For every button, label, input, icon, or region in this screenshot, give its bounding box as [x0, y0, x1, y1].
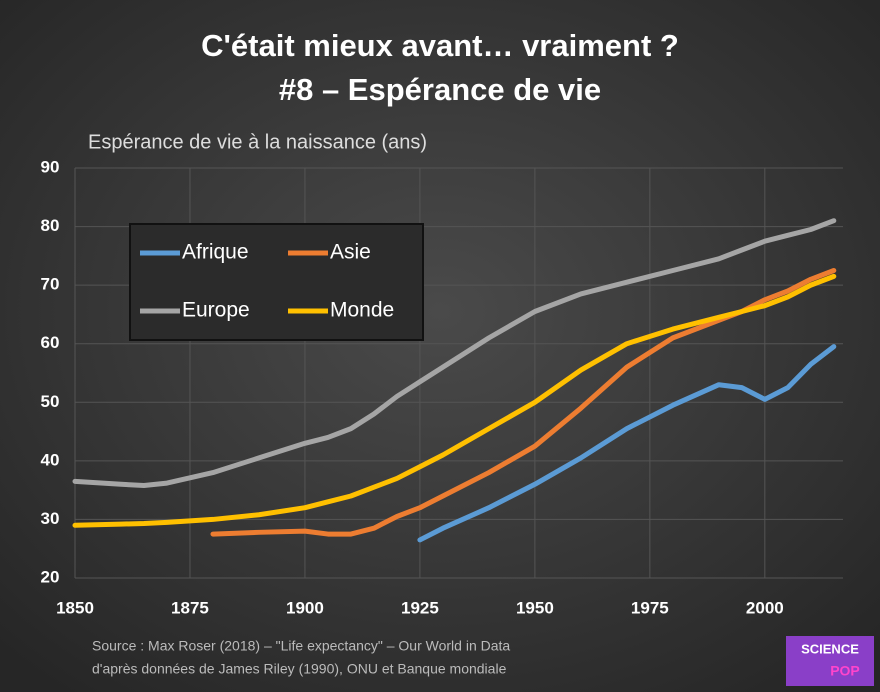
series-line: [210, 268, 837, 537]
source: d'après données de James Riley (1990), O…: [92, 661, 507, 677]
x-tick-label: 1875: [171, 598, 209, 617]
legend-label: Asie: [330, 241, 371, 264]
logo-text: SCIENCE: [801, 641, 859, 656]
x-tick-label: 1975: [631, 598, 669, 617]
y-tick-label: 30: [41, 509, 60, 528]
series-line: [72, 218, 837, 488]
y-tick-label: 40: [41, 450, 60, 469]
series-line: [417, 344, 837, 543]
y-tick-label: 80: [41, 216, 60, 235]
chart-title: C'était mieux avant… vraiment ?: [201, 28, 679, 63]
legend-label: Afrique: [182, 241, 249, 264]
x-tick-label: 1925: [401, 598, 439, 617]
x-tick-label: 1850: [56, 598, 94, 617]
source: Source : Max Roser (2018) – "Life expect…: [92, 638, 510, 654]
y-tick-label: 90: [41, 157, 60, 176]
series-line: [72, 273, 837, 528]
chart-subtitle: #8 – Espérance de vie: [279, 72, 601, 107]
x-tick-label: 1900: [286, 598, 324, 617]
y-axis-label: Espérance de vie à la naissance (ans): [88, 131, 427, 153]
logo-text: POP: [830, 663, 860, 679]
y-tick-label: 50: [41, 392, 60, 411]
y-tick-label: 20: [41, 567, 60, 586]
y-tick-label: 60: [41, 333, 60, 352]
y-tick-label: 70: [41, 275, 60, 294]
legend-label: Europe: [182, 299, 250, 322]
x-tick-label: 2000: [746, 598, 784, 617]
x-tick-label: 1950: [516, 598, 554, 617]
logo: [786, 636, 874, 686]
legend-label: Monde: [330, 299, 394, 322]
legend: [129, 223, 424, 341]
